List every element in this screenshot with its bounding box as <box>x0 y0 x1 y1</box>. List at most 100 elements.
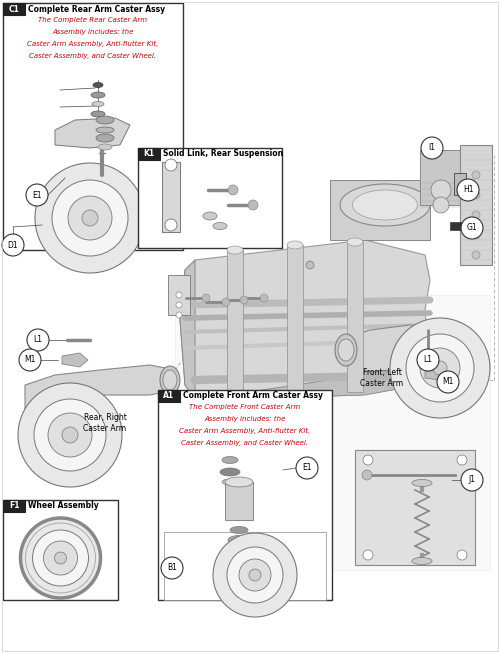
Ellipse shape <box>412 479 432 486</box>
Circle shape <box>457 550 467 560</box>
Circle shape <box>431 180 451 200</box>
Ellipse shape <box>91 111 105 117</box>
Text: Caster Assembly, and Caster Wheel.: Caster Assembly, and Caster Wheel. <box>182 440 308 446</box>
Ellipse shape <box>213 223 227 229</box>
Ellipse shape <box>96 127 114 133</box>
Ellipse shape <box>352 190 418 220</box>
Text: The Complete Rear Caster Arm: The Complete Rear Caster Arm <box>38 17 148 23</box>
Bar <box>3 3 25 15</box>
Circle shape <box>48 413 92 457</box>
Bar <box>454 173 466 195</box>
Bar <box>162 162 180 232</box>
Text: Solid Link, Rear Suspension: Solid Link, Rear Suspension <box>163 150 283 159</box>
Bar <box>420 150 462 205</box>
Circle shape <box>472 251 480 259</box>
Circle shape <box>421 137 443 159</box>
Bar <box>158 390 180 402</box>
Ellipse shape <box>98 144 112 150</box>
Circle shape <box>363 455 373 465</box>
Circle shape <box>213 533 297 617</box>
Ellipse shape <box>96 134 114 142</box>
Ellipse shape <box>91 92 105 98</box>
Ellipse shape <box>287 241 303 249</box>
Polygon shape <box>62 353 88 367</box>
Circle shape <box>222 298 230 306</box>
Circle shape <box>296 457 318 479</box>
Bar <box>287 245 303 395</box>
Bar <box>225 482 253 520</box>
Text: Caster Assembly, and Caster Wheel.: Caster Assembly, and Caster Wheel. <box>30 53 156 59</box>
Circle shape <box>461 217 483 239</box>
Circle shape <box>227 547 283 603</box>
Polygon shape <box>180 240 430 400</box>
Circle shape <box>176 312 182 318</box>
Circle shape <box>239 559 271 591</box>
Circle shape <box>176 302 182 308</box>
Circle shape <box>27 329 49 351</box>
Circle shape <box>417 349 439 371</box>
Circle shape <box>472 211 480 219</box>
Ellipse shape <box>347 238 363 246</box>
Bar <box>330 180 430 240</box>
Ellipse shape <box>338 339 354 361</box>
Text: I1: I1 <box>428 144 436 153</box>
Text: Assembly includes: the: Assembly includes: the <box>52 29 134 35</box>
Circle shape <box>249 569 261 581</box>
Circle shape <box>68 196 112 240</box>
Bar <box>3 500 118 600</box>
Text: Assembly includes: the: Assembly includes: the <box>204 416 286 422</box>
Polygon shape <box>180 260 195 400</box>
Ellipse shape <box>163 370 177 390</box>
Bar <box>347 242 363 392</box>
Circle shape <box>472 171 480 179</box>
Text: Caster Arm: Caster Arm <box>360 379 404 388</box>
Polygon shape <box>340 325 470 372</box>
Text: F1: F1 <box>9 502 19 511</box>
Circle shape <box>20 518 100 598</box>
Circle shape <box>161 557 183 579</box>
Ellipse shape <box>160 366 180 394</box>
Circle shape <box>362 470 372 480</box>
Text: G1: G1 <box>466 223 477 232</box>
Text: E1: E1 <box>32 191 42 200</box>
Circle shape <box>472 231 480 239</box>
Bar <box>355 450 475 565</box>
Circle shape <box>406 334 474 402</box>
Circle shape <box>457 179 479 201</box>
Polygon shape <box>25 365 175 410</box>
Circle shape <box>457 455 467 465</box>
Circle shape <box>240 296 248 304</box>
Circle shape <box>420 348 460 388</box>
Polygon shape <box>175 295 490 570</box>
Circle shape <box>32 530 88 586</box>
Text: L1: L1 <box>34 336 42 345</box>
Text: Caster Arm Assembly, Anti-flutter Kit,: Caster Arm Assembly, Anti-flutter Kit, <box>28 41 158 47</box>
Text: C1: C1 <box>8 5 20 14</box>
Ellipse shape <box>96 116 114 124</box>
Ellipse shape <box>230 526 248 534</box>
Ellipse shape <box>92 101 104 106</box>
Bar <box>158 390 332 600</box>
Ellipse shape <box>203 212 217 220</box>
Ellipse shape <box>335 334 357 366</box>
Circle shape <box>44 541 78 575</box>
Ellipse shape <box>227 246 243 254</box>
Circle shape <box>54 552 66 564</box>
Circle shape <box>82 210 98 226</box>
Text: M1: M1 <box>24 355 36 364</box>
Ellipse shape <box>306 261 314 269</box>
Text: Complete Front Arm Caster Assy: Complete Front Arm Caster Assy <box>183 392 323 400</box>
Circle shape <box>34 399 106 471</box>
Text: M1: M1 <box>442 377 454 387</box>
Text: Wheel Assembly: Wheel Assembly <box>28 502 99 511</box>
Text: A1: A1 <box>164 392 174 400</box>
Circle shape <box>26 184 48 206</box>
Ellipse shape <box>225 477 253 487</box>
Circle shape <box>18 383 122 487</box>
Text: L1: L1 <box>424 355 432 364</box>
Circle shape <box>437 371 459 393</box>
Circle shape <box>363 550 373 560</box>
Circle shape <box>62 427 78 443</box>
Circle shape <box>390 318 490 418</box>
Bar <box>450 222 465 230</box>
